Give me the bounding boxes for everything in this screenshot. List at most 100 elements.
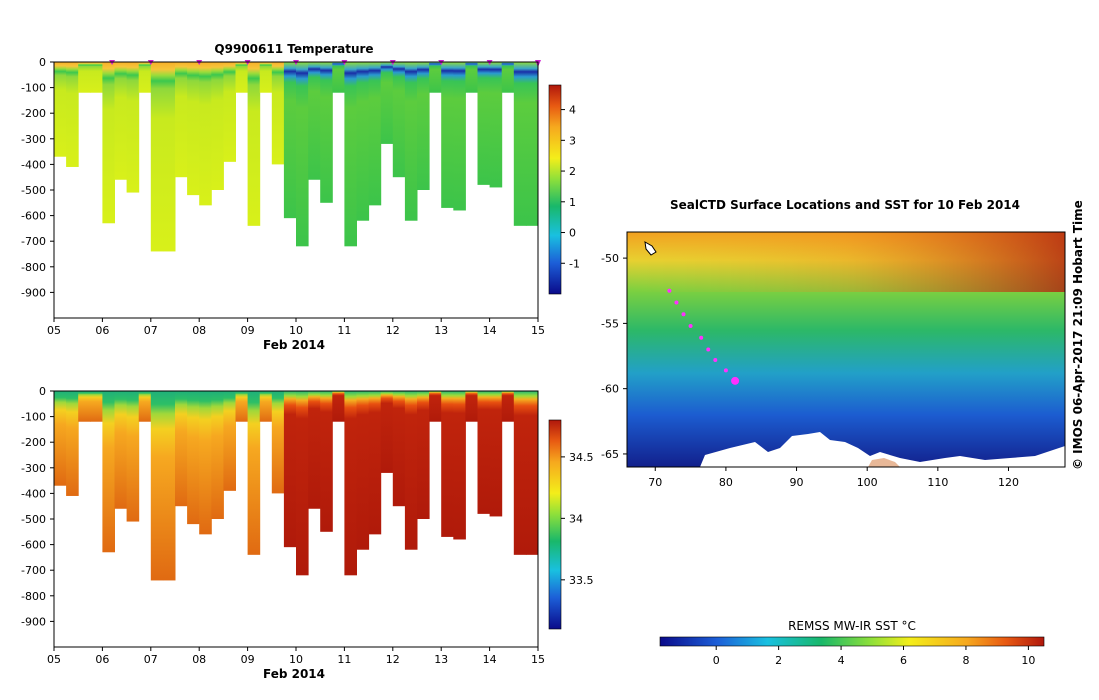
map-ytick-label: -60 <box>601 383 619 396</box>
temperature-profile-column <box>417 62 430 190</box>
salinity-ytick-label: -500 <box>21 513 46 526</box>
salinity-panel: 0 -100 -200 -300 -400 -500 -600 -700 -800 -900 05… <box>21 385 593 681</box>
salinity-profile-column <box>78 391 91 422</box>
salinity-profile-column <box>525 391 539 555</box>
temperature-xtick-label: 14 <box>483 324 497 337</box>
temperature-profile-column <box>126 62 140 193</box>
temperature-profile-column <box>175 62 188 178</box>
map-xtick-label: 90 <box>790 476 804 489</box>
temperature-profile-column <box>320 62 333 203</box>
temperature-colorbar-label: 0 <box>569 227 576 240</box>
salinity-profile-column <box>187 391 200 525</box>
temperature-profile-column <box>187 62 200 196</box>
temperature-profile-column <box>114 62 128 180</box>
salinity-profile-column <box>150 391 164 581</box>
salinity-xtick-label: 10 <box>289 653 303 666</box>
temperature-colorbar-label: 4 <box>569 104 576 117</box>
salinity-ytick-label: -200 <box>21 436 46 449</box>
temperature-profile-column <box>283 62 297 219</box>
temperature-profile-column <box>501 62 515 93</box>
track-point <box>723 368 728 373</box>
salinity-profile-column <box>308 391 321 509</box>
temperature-ytick-label: -100 <box>21 82 46 95</box>
temperature-profile-column <box>199 62 212 206</box>
salinity-profile-column <box>259 391 273 422</box>
salinity-xtick-label: 08 <box>192 653 206 666</box>
salinity-profile-column <box>513 391 527 555</box>
sst-colorbar-label: 4 <box>838 654 845 667</box>
salinity-xtick-label: 14 <box>483 653 497 666</box>
salinity-profile-column <box>344 391 357 576</box>
salinity-profile-column <box>126 391 140 522</box>
temperature-xtick-label: 13 <box>434 324 448 337</box>
temperature-xlabel: Feb 2014 <box>263 338 325 352</box>
temperature-profile-column <box>477 62 491 185</box>
salinity-profile-column <box>235 391 249 422</box>
salinity-ytick-label: -700 <box>21 564 46 577</box>
sst-colorbar-label: 2 <box>775 654 782 667</box>
track-point <box>674 300 679 305</box>
salinity-profile-column <box>453 391 466 540</box>
salinity-ytick-label: -400 <box>21 487 46 500</box>
salinity-profile-column <box>138 391 152 422</box>
temperature-xtick-label: 05 <box>47 324 61 337</box>
salinity-profile-column <box>356 391 370 550</box>
temperature-colorbar-label: 2 <box>569 165 576 178</box>
salinity-profile-column <box>392 391 406 507</box>
sst-warm-band <box>627 232 1065 292</box>
salinity-xlabel: Feb 2014 <box>263 667 325 681</box>
sst-colorbar-label: REMSS MW-IR SST °C <box>788 619 916 633</box>
map-xtick-label: 100 <box>857 476 878 489</box>
temperature-profile-column <box>66 62 79 167</box>
temperature-profile-column <box>259 62 273 93</box>
salinity-profile-column <box>320 391 333 532</box>
salinity-ytick-label: 0 <box>39 385 46 398</box>
temperature-profile-column <box>223 62 236 162</box>
temperature-profile-column <box>441 62 454 208</box>
salinity-profile-column <box>465 391 478 422</box>
map-xtick-label: 120 <box>998 476 1019 489</box>
salinity-profile-column <box>417 391 430 519</box>
temperature-xtick-label: 10 <box>289 324 303 337</box>
salinity-colorbar <box>548 419 562 630</box>
track-point <box>681 312 686 317</box>
salinity-profile-column <box>332 391 345 422</box>
map-xtick-label: 80 <box>719 476 733 489</box>
temperature-profile-column <box>404 62 418 221</box>
map-title: SealCTD Surface Locations and SST for 10… <box>670 198 1020 212</box>
salinity-ytick-label: -100 <box>21 411 46 424</box>
track-point <box>706 347 711 352</box>
salinity-profile-column <box>283 391 297 548</box>
temperature-ytick-label: -500 <box>21 184 46 197</box>
salinity-xtick-label: 13 <box>434 653 448 666</box>
salinity-profile-column <box>90 391 103 422</box>
temperature-panel: Q9900611 Temperature 0 -100 -200 -300 -400 -5… <box>21 42 580 352</box>
kerguelen-island <box>644 241 657 256</box>
salinity-profile-column <box>223 391 236 491</box>
sst-colorbar <box>659 636 1045 647</box>
temperature-profile-column <box>78 62 91 93</box>
map-ytick-label: -55 <box>601 317 619 330</box>
salinity-xtick-label: 06 <box>95 653 109 666</box>
temperature-profile-column <box>308 62 321 180</box>
map-frame <box>626 231 1066 468</box>
temperature-title: Q9900611 Temperature <box>214 42 373 56</box>
track-point <box>688 324 693 328</box>
imos-timestamp: © IMOS 06-Apr-2017 21:09 Hobart Time <box>1071 200 1085 470</box>
temperature-colorbar <box>548 84 562 295</box>
track-point <box>699 335 704 340</box>
temperature-ytick-label: -300 <box>21 133 46 146</box>
salinity-profile-column <box>211 391 224 519</box>
salinity-colorbar-label: 34.5 <box>569 451 594 464</box>
sst-colorbar-label: 0 <box>713 654 720 667</box>
salinity-xtick-label: 12 <box>386 653 400 666</box>
temperature-colorbar-label: 1 <box>569 196 576 209</box>
temperature-xtick-label: 09 <box>241 324 255 337</box>
salinity-profile-column <box>102 391 115 553</box>
temperature-xtick-label: 08 <box>192 324 206 337</box>
temperature-profile-column <box>380 62 394 144</box>
temperature-profile-column <box>525 62 539 226</box>
salinity-profile-column <box>162 391 176 581</box>
temperature-xtick-label: 11 <box>337 324 351 337</box>
temperature-profile-column <box>211 62 224 190</box>
